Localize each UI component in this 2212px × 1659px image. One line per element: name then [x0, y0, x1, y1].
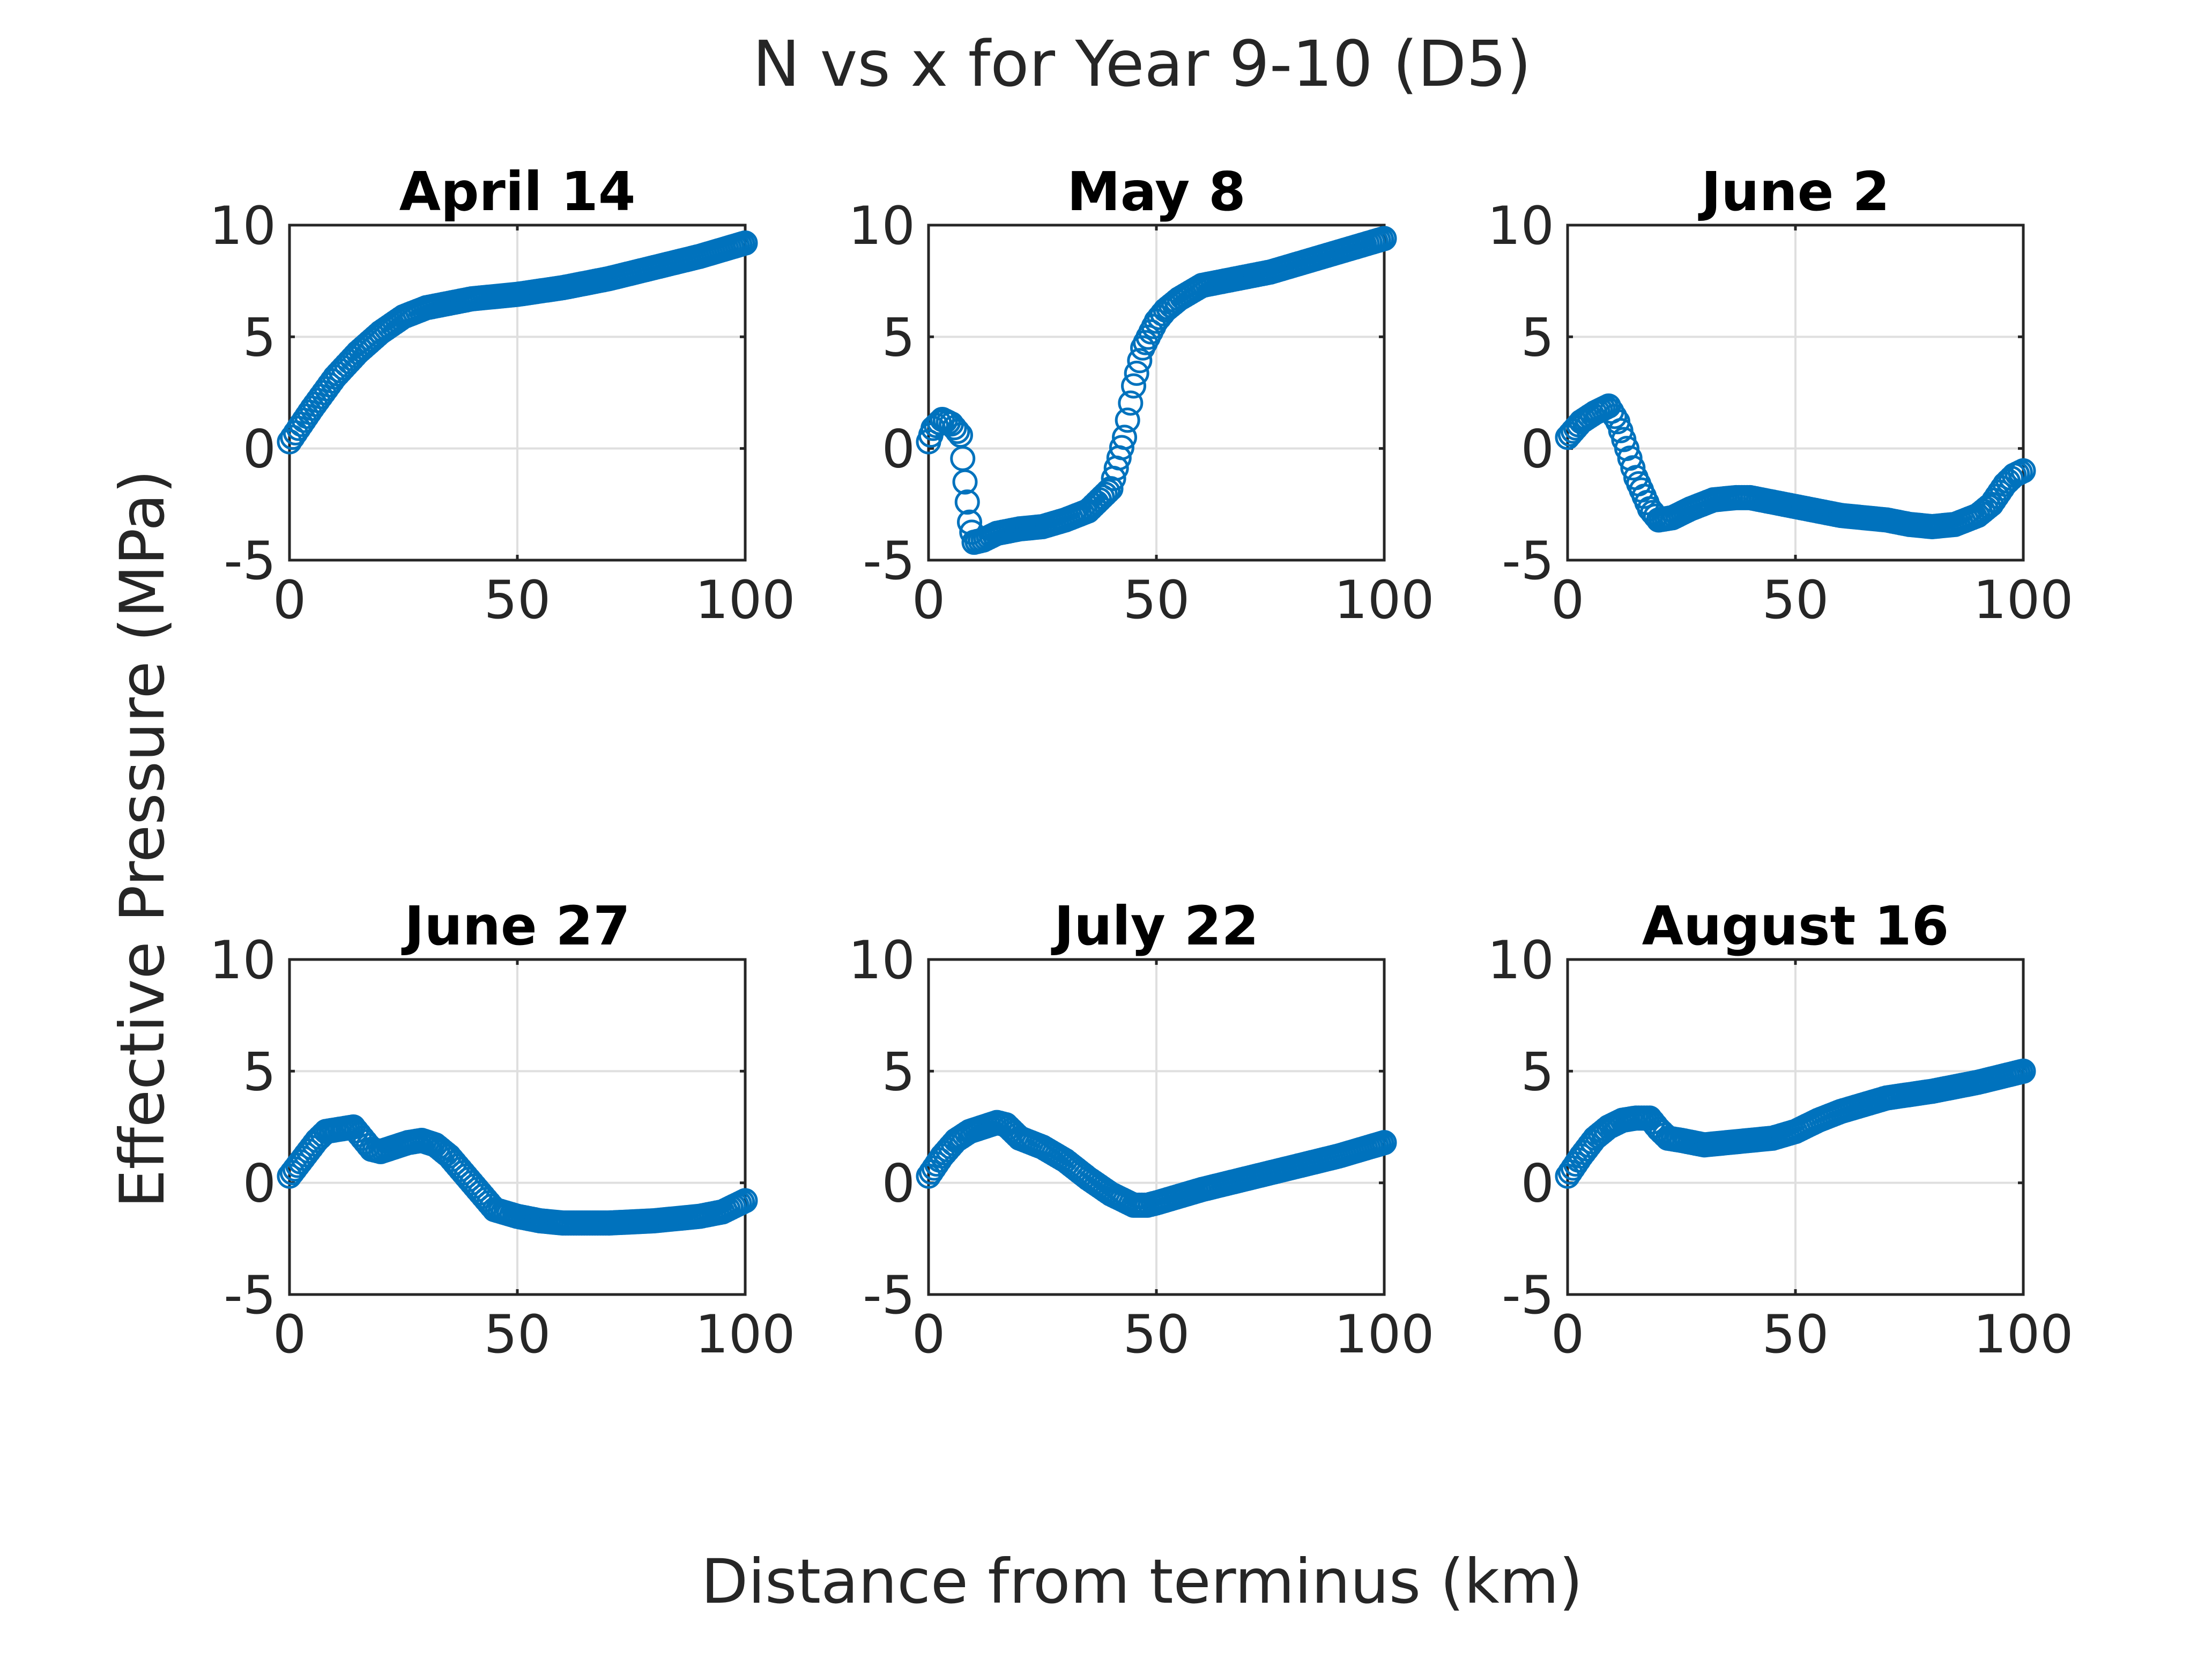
y-tick-label: -5	[224, 1265, 276, 1326]
x-tick-label: 50	[1762, 1304, 1829, 1365]
data-point	[1124, 360, 1149, 386]
y-tick-label: 5	[243, 1041, 276, 1103]
subplot-title: April 14	[399, 160, 636, 223]
y-tick-label: 0	[1521, 1154, 1554, 1215]
y-tick-label: -5	[863, 1265, 915, 1326]
x-tick-label: 0	[1551, 570, 1584, 631]
x-tick-label: 100	[695, 570, 795, 631]
y-tick-label: 10	[848, 930, 915, 991]
x-tick-label: 50	[484, 1304, 551, 1365]
data-point	[1089, 484, 1115, 510]
y-tick-label: 0	[882, 419, 915, 480]
y-tick-label: 5	[882, 307, 915, 368]
figure-title: N vs x for Year 9-10 (D5)	[753, 27, 1531, 101]
data-point	[1109, 435, 1134, 460]
data-point	[1112, 425, 1137, 450]
y-tick-label: 0	[1521, 419, 1554, 480]
data-point	[1620, 455, 1646, 481]
x-tick-label: 0	[273, 1304, 306, 1365]
y-tick-label: 10	[1487, 930, 1554, 991]
x-axis-label: Distance from terminus (km)	[701, 1546, 1583, 1617]
y-tick-label: 10	[848, 196, 915, 257]
x-tick-label: 0	[912, 570, 945, 631]
subplot-title: May 8	[1067, 160, 1246, 223]
y-tick-label: 5	[882, 1041, 915, 1103]
data-point	[2010, 458, 2036, 483]
data-series	[1555, 393, 2036, 539]
y-tick-label: -5	[1502, 1265, 1554, 1326]
y-tick-label: 0	[882, 1154, 915, 1215]
data-series	[1555, 1058, 2036, 1189]
x-tick-label: 100	[1973, 570, 2073, 631]
x-tick-label: 100	[1334, 1304, 1434, 1365]
y-tick-label: 0	[243, 1154, 276, 1215]
data-series	[916, 226, 1397, 555]
subplot-title: July 22	[1051, 895, 1259, 957]
y-tick-label: 5	[243, 307, 276, 368]
x-tick-label: 100	[1973, 1304, 2073, 1365]
data-point	[1115, 407, 1140, 433]
data-point	[1371, 1130, 1397, 1156]
y-tick-label: 10	[209, 930, 276, 991]
x-tick-label: 0	[912, 1304, 945, 1365]
y-tick-label: 10	[209, 196, 276, 257]
y-tick-label: 10	[1487, 196, 1554, 257]
x-tick-label: 50	[1123, 570, 1190, 631]
data-point	[1118, 390, 1144, 416]
data-point	[1371, 226, 1397, 251]
x-tick-label: 50	[1123, 1304, 1190, 1365]
y-tick-label: -5	[1502, 531, 1554, 592]
data-series	[277, 230, 758, 455]
data-point	[945, 419, 970, 444]
x-tick-label: 50	[484, 570, 551, 631]
y-tick-label: -5	[224, 531, 276, 592]
y-tick-label: 5	[1521, 307, 1554, 368]
data-point	[1095, 479, 1121, 504]
x-tick-label: 0	[273, 570, 306, 631]
data-point	[1121, 373, 1146, 399]
data-point	[2010, 1058, 2036, 1084]
data-point	[732, 230, 758, 256]
y-axis-label: Effective Pressure (MPa)	[107, 470, 178, 1208]
x-tick-label: 0	[1551, 1304, 1584, 1365]
data-point	[1092, 481, 1118, 507]
data-point	[952, 469, 978, 495]
y-tick-label: 0	[243, 419, 276, 480]
y-tick-label: 5	[1521, 1041, 1554, 1103]
data-series	[916, 1110, 1397, 1218]
data-point	[941, 415, 967, 441]
x-tick-label: 100	[695, 1304, 795, 1365]
subplot-title: June 27	[401, 895, 630, 957]
subplot-title: June 2	[1698, 160, 1890, 223]
data-point	[954, 489, 980, 515]
data-point	[732, 1188, 758, 1214]
data-point	[1602, 404, 1628, 429]
subplot-title: August 16	[1642, 895, 1949, 957]
x-tick-label: 100	[1334, 570, 1434, 631]
y-tick-label: -5	[863, 531, 915, 592]
data-series	[277, 1114, 758, 1236]
data-point	[1127, 348, 1153, 374]
x-tick-label: 50	[1762, 570, 1829, 631]
